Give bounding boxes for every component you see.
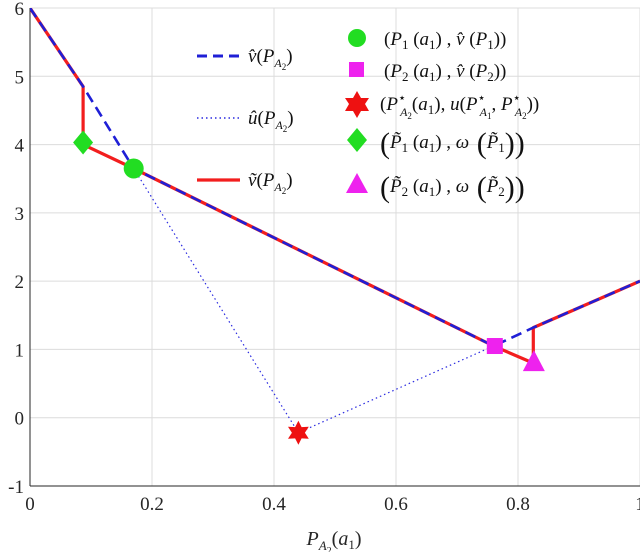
triangle-data-point <box>522 350 545 372</box>
legend-label-p2tilde: (P̃2 (a1) , ω (P̃2)) <box>380 171 525 204</box>
marker-legend: (P1 (a1) , v̂ (P1)) (P2 (a1) , v̂ (P2)) … <box>345 29 539 204</box>
axes <box>29 8 640 487</box>
series-line-dotted <box>133 168 494 434</box>
legend-label-uhat: û(PA2) <box>248 108 294 134</box>
square-data-point <box>486 338 503 355</box>
diamond-data-point <box>73 130 94 155</box>
grid <box>29 7 640 487</box>
y-tick-label: 0 <box>15 409 25 430</box>
line-legend: v̂(PA2) û(PA2) ṽ(PA2) <box>197 46 294 196</box>
x-tick-label: 0.2 <box>140 494 164 515</box>
x-tick-label: 0.8 <box>506 494 530 515</box>
series-group <box>30 8 640 434</box>
legend-label-p1: (P1 (a1) , v̂ (P1)) <box>384 29 506 52</box>
points-group <box>73 130 545 445</box>
series-line-solid <box>30 8 640 365</box>
series-line-dashed <box>30 8 640 348</box>
legend-square-marker <box>349 62 364 77</box>
x-tick-label: 0 <box>25 494 35 515</box>
y-tick-label: 3 <box>15 204 25 225</box>
legend-label-p1tilde: (P̃1 (a1) , ω (P̃1)) <box>380 127 525 160</box>
legend-label-pstar: (P⋆ A2(a1), u(P⋆ A1, P⋆ A2)) <box>380 90 539 121</box>
x-tick-label: 0.4 <box>262 494 286 515</box>
legend-triangle-marker <box>346 173 368 193</box>
circle-data-point <box>123 158 144 179</box>
x-tick-label: 1 <box>635 494 640 515</box>
legend-diamond-marker <box>347 128 367 152</box>
y-tick-label: 4 <box>15 136 25 157</box>
y-tick-label: 1 <box>15 340 25 361</box>
legend-label-p2: (P2 (a1) , v̂ (P2)) <box>384 61 506 84</box>
legend-hexagram-marker <box>345 91 369 118</box>
x-tick-label: 0.6 <box>384 494 408 515</box>
y-tick-label: -1 <box>8 477 24 498</box>
y-tick-label: 6 <box>15 0 25 20</box>
x-axis-label: PA2(a1) <box>305 528 361 552</box>
y-tick-label: 2 <box>15 272 25 293</box>
legend-label-vhat: v̂(PA2) <box>248 46 293 72</box>
hexagram-data-point <box>288 420 309 445</box>
y-tick-label: 5 <box>15 67 25 88</box>
legend-circle-marker <box>348 29 366 47</box>
legend-label-vtilde: ṽ(PA2) <box>248 170 293 196</box>
